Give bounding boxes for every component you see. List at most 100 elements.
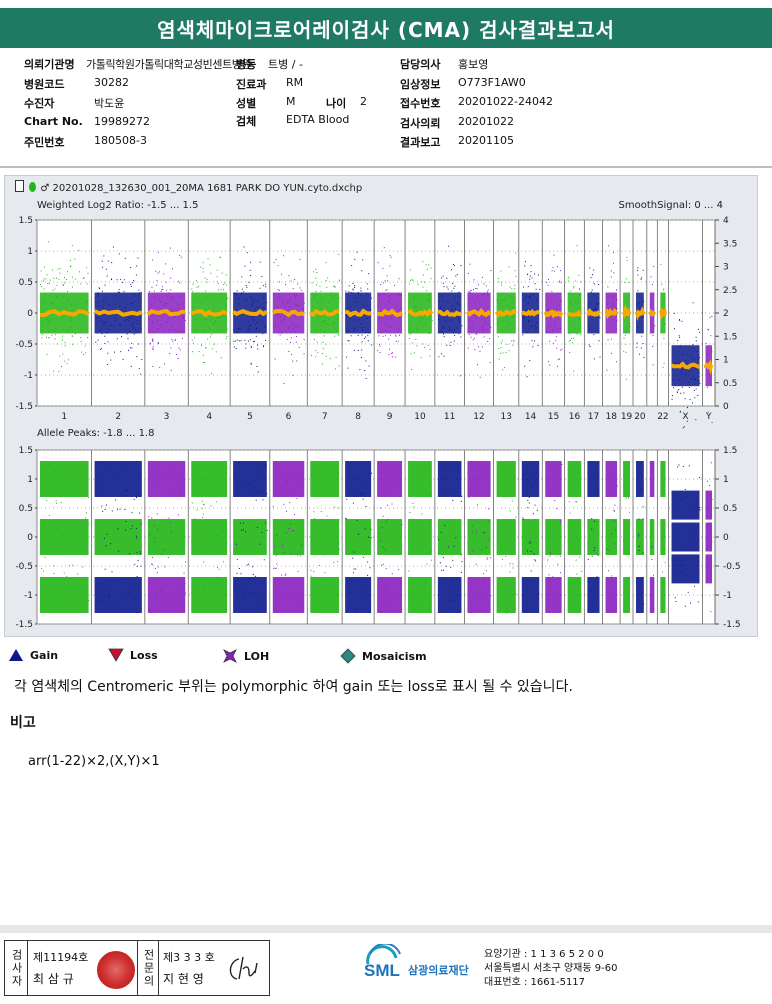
- sex-label: 성별: [236, 97, 257, 110]
- log2-panel-left-tick: -1: [24, 371, 33, 381]
- allele-chrom-17: [587, 461, 600, 613]
- department-label: 진료과: [236, 78, 267, 91]
- chromosome-label: 16: [569, 412, 581, 422]
- log2-chrom-18: [604, 245, 619, 371]
- gain-triangle-icon: [9, 649, 23, 661]
- chromosome-label: 12: [473, 412, 484, 422]
- log2-panel-right-tick: 1: [723, 356, 729, 366]
- legend-mosaicism: Mosaicism: [340, 648, 427, 664]
- male-symbol-icon: ♂: [40, 183, 50, 194]
- chromosome-label: 6: [286, 412, 292, 422]
- org-address: 서울특별시 서초구 양재동 9-60: [484, 963, 618, 974]
- log2-chrom-21: [648, 265, 657, 366]
- log2-panel-right-tick: 1.5: [723, 332, 737, 342]
- age-value: 2: [360, 95, 367, 108]
- allele-panel-right-tick: 1.5: [723, 446, 737, 456]
- allele-panel-left-tick: -1.5: [15, 620, 33, 630]
- id-label: 주민번호: [24, 136, 65, 149]
- department-value: RM: [286, 76, 304, 89]
- chromosome-label: 9: [387, 412, 393, 422]
- hospital-code-value: 30282: [94, 76, 129, 89]
- log2-chrom-1: [39, 241, 90, 373]
- log2-chrom-14: [521, 261, 541, 378]
- chromosome-label: 13: [500, 412, 511, 422]
- log2-chrom-5: [232, 246, 268, 373]
- allele-chrom-1: [40, 461, 90, 613]
- log2-chrom-4: [190, 256, 229, 374]
- sml-logo-text: SML: [364, 961, 400, 980]
- allele-panel-left-tick: 0.5: [19, 504, 33, 514]
- log2-panel-left-tick: 1.5: [19, 216, 33, 226]
- remark-heading: 비고: [10, 715, 36, 731]
- bottom-panel-title: Allele Peaks: -1.8 ... 1.8: [37, 428, 154, 439]
- allele-chrom-4: [191, 461, 228, 613]
- inspector-name: 최 삼 규: [33, 972, 74, 986]
- ward-value: 트병 / -: [268, 58, 303, 71]
- allele-chrom-2: [94, 461, 142, 613]
- legend-gain-label: Gain: [30, 648, 59, 662]
- chromosome-label: 19: [621, 412, 633, 422]
- chart-no-label: Chart No.: [24, 115, 83, 128]
- top-panel-right-title: SmoothSignal: 0 ... 4: [619, 200, 723, 211]
- institution-label: 의뢰기관명: [24, 58, 75, 71]
- chromosome-label: 14: [525, 412, 537, 422]
- chart-no-value: 19989272: [94, 115, 150, 128]
- name-label: 수진자: [24, 97, 55, 110]
- section-divider: [0, 166, 772, 168]
- remark-karyotype: arr(1-22)×2,(X,Y)×1: [28, 754, 160, 769]
- log2-panel-left-tick: 1: [27, 247, 33, 257]
- log2-panel-right-tick: 2: [723, 309, 729, 319]
- doctor-value: 홍보영: [458, 58, 489, 71]
- request-value: 20201022: [458, 115, 514, 128]
- log2-chrom-22: [658, 263, 667, 368]
- allele-chrom-X: [671, 464, 701, 607]
- loh-cross-icon: [223, 649, 237, 663]
- allele-chrom-14: [521, 461, 540, 613]
- allele-panel-left-tick: -0.5: [15, 562, 33, 572]
- chromosome-label: 22: [657, 412, 668, 422]
- cma-plot-svg: Weighted Log2 Ratio: -1.5 ... 1.5 SmoothS…: [15, 200, 741, 630]
- inspector-seal-icon: [97, 951, 135, 989]
- allele-chrom-6: [272, 461, 305, 613]
- allele-chrom-13: [496, 461, 517, 614]
- legend-gain: Gain: [8, 648, 58, 662]
- allele-panel-left-tick: -1: [24, 591, 33, 601]
- report-date-label: 결과보고: [400, 136, 441, 149]
- legend-loss-label: Loss: [130, 648, 158, 662]
- log2-chrom-9: [377, 247, 404, 358]
- allele-panel-right-tick: -1.5: [723, 620, 741, 630]
- clinical-value: O773F1AW0: [458, 76, 526, 89]
- chromosome-label: 18: [606, 412, 618, 422]
- cma-plot-panel: ♂ 20201028_132630_001_20MA 1681 PARK DO …: [4, 175, 758, 637]
- log2-chrom-19: [621, 256, 632, 380]
- centromere-note: 각 염색체의 Centromeric 부위는 polymorphic 하여 ga…: [14, 679, 573, 695]
- footer-divider: [0, 925, 772, 933]
- receipt-label: 접수번호: [400, 97, 441, 110]
- allele-panel-right-tick: 1: [723, 475, 729, 485]
- allele-panel-right-tick: 0.5: [723, 504, 737, 514]
- institution-value: 가톨릭학원가톨릭대학교성빈센트병원: [86, 58, 252, 71]
- sml-logo-icon: SML 삼광의료재단: [364, 942, 469, 980]
- plot-file-header: ♂ 20201028_132630_001_20MA 1681 PARK DO …: [15, 180, 362, 194]
- sml-logo: SML 삼광의료재단: [362, 942, 482, 992]
- log2-panel-right-tick: 0: [723, 402, 729, 412]
- chromosome-label: 8: [355, 412, 361, 422]
- chromosome-label: 15: [548, 412, 559, 422]
- log2-chrom-15: [543, 254, 564, 367]
- allele-chrom-7: [310, 461, 341, 613]
- chromosome-label: 10: [414, 412, 426, 422]
- allele-chrom-22: [660, 461, 666, 613]
- chromosome-label: 3: [164, 412, 170, 422]
- doctor-label: 담당의사: [400, 58, 441, 71]
- log2-panel-right-tick: 0.5: [723, 379, 737, 389]
- allele-chrom-12: [467, 461, 492, 613]
- log2-chrom-X: [670, 302, 701, 429]
- legend-loss: Loss: [108, 648, 158, 662]
- allele-chrom-3: [147, 461, 187, 613]
- legend-mosaicism-label: Mosaicism: [362, 649, 427, 663]
- green-marker-icon: [29, 182, 37, 192]
- request-label: 검사의뢰: [400, 117, 441, 130]
- clinical-label: 임상정보: [400, 78, 441, 91]
- log2-chrom-7: [309, 253, 340, 370]
- call-legend: Gain Loss LOH Mosaicism: [8, 648, 708, 668]
